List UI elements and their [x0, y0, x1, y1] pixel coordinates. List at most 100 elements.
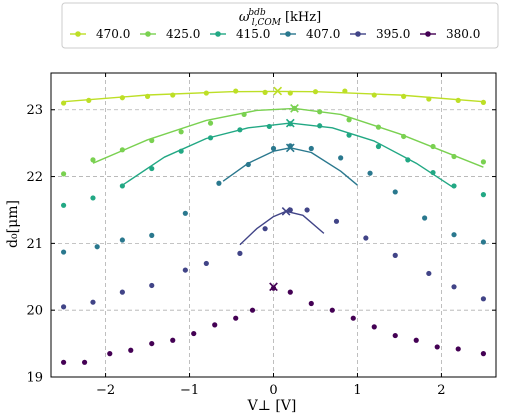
data-point: [426, 96, 432, 102]
data-point: [480, 159, 487, 165]
data-point: [342, 88, 348, 94]
data-point: [455, 97, 461, 103]
data-point: [262, 89, 268, 95]
data-point: [480, 239, 487, 245]
data-point: [350, 315, 356, 321]
data-point: [287, 289, 293, 295]
y-tick-label: 20: [26, 304, 43, 319]
data-point: [266, 123, 272, 130]
fit-curve-415.0: [122, 122, 455, 189]
data-point: [90, 157, 96, 163]
x-tick-label: 1: [353, 383, 361, 398]
data-point: [371, 92, 377, 98]
data-point: [207, 120, 214, 126]
data-point: [346, 132, 352, 138]
data-point: [413, 337, 419, 343]
fit-curve-407.0: [222, 147, 358, 186]
data-point: [203, 90, 209, 96]
data-point: [237, 127, 243, 133]
peak-marker: [269, 282, 278, 292]
data-point: [60, 100, 67, 106]
data-point: [60, 304, 67, 310]
legend-label-415.0: 415.0: [236, 27, 270, 41]
data-point: [392, 252, 398, 258]
x-tick-label: −1: [180, 383, 199, 398]
legend-label-395.0: 395.0: [376, 27, 410, 41]
y-tick-label: 19: [26, 371, 43, 386]
data-point: [216, 180, 222, 186]
data-point: [346, 117, 352, 123]
data-point: [451, 284, 457, 290]
data-point: [317, 123, 323, 129]
data-point: [178, 129, 184, 135]
data-point: [94, 244, 100, 250]
legend-label-380.0: 380.0: [446, 27, 480, 41]
data-point: [81, 359, 88, 365]
y-tick-label: 22: [26, 170, 43, 185]
data-point: [107, 351, 113, 357]
axis-ticks: −2 −1 0 1 2 19 20 21 22 23: [26, 73, 496, 398]
peak-marker: [285, 118, 295, 128]
data-point: [451, 153, 457, 160]
data-point: [182, 210, 188, 216]
data-point: [480, 296, 487, 302]
data-point: [60, 249, 67, 255]
data-point: [60, 359, 67, 365]
data-point: [149, 137, 155, 144]
data-point: [237, 250, 243, 256]
data-point: [270, 145, 277, 152]
data-point: [270, 285, 277, 291]
data-point: [149, 282, 155, 289]
peak-marker: [290, 104, 299, 113]
data-point: [363, 235, 369, 241]
data-point: [455, 346, 461, 352]
data-point: [392, 189, 398, 195]
data-point: [375, 143, 382, 150]
data-point: [90, 195, 96, 201]
data-point: [191, 330, 197, 337]
data-point: [170, 337, 176, 343]
legend-marker-425.0: [145, 31, 151, 37]
data-point: [60, 202, 67, 208]
data-point: [60, 171, 67, 177]
data-point: [426, 270, 432, 277]
data-point: [333, 218, 340, 224]
data-point: [119, 289, 125, 295]
y-axis-label: d₀[μm]: [5, 200, 21, 248]
data-point: [144, 93, 151, 99]
data-point: [119, 237, 125, 243]
data-point: [338, 155, 344, 161]
grid-lines: [51, 73, 496, 378]
data-point: [367, 170, 373, 176]
data-point: [329, 307, 335, 313]
data-point: [392, 332, 398, 339]
data-point: [149, 232, 155, 238]
data-point: [401, 133, 407, 140]
data-point: [430, 143, 436, 150]
legend-label-470.0: 470.0: [96, 27, 130, 41]
legend-marker-470.0: [75, 31, 81, 37]
data-point: [312, 89, 319, 95]
data-point: [119, 95, 125, 101]
data-point: [119, 183, 125, 189]
legend-marker-407.0: [285, 31, 291, 37]
data-point: [317, 109, 323, 115]
data-point: [149, 165, 155, 172]
legend-marker-380.0: [425, 31, 431, 37]
y-tick-label: 21: [26, 237, 43, 252]
legend-marker-415.0: [215, 31, 221, 37]
data-point: [119, 147, 125, 153]
data-point: [405, 157, 411, 163]
data-point: [422, 215, 428, 221]
data-point: [480, 192, 487, 198]
data-point: [287, 90, 293, 96]
data-point: [401, 93, 407, 99]
data-point: [245, 161, 251, 168]
peak-marker: [281, 206, 291, 216]
peak-markers: [269, 86, 299, 292]
data-point: [241, 111, 247, 118]
data-point: [308, 300, 314, 307]
data-point: [90, 299, 96, 305]
x-tick-label: 2: [437, 383, 445, 398]
